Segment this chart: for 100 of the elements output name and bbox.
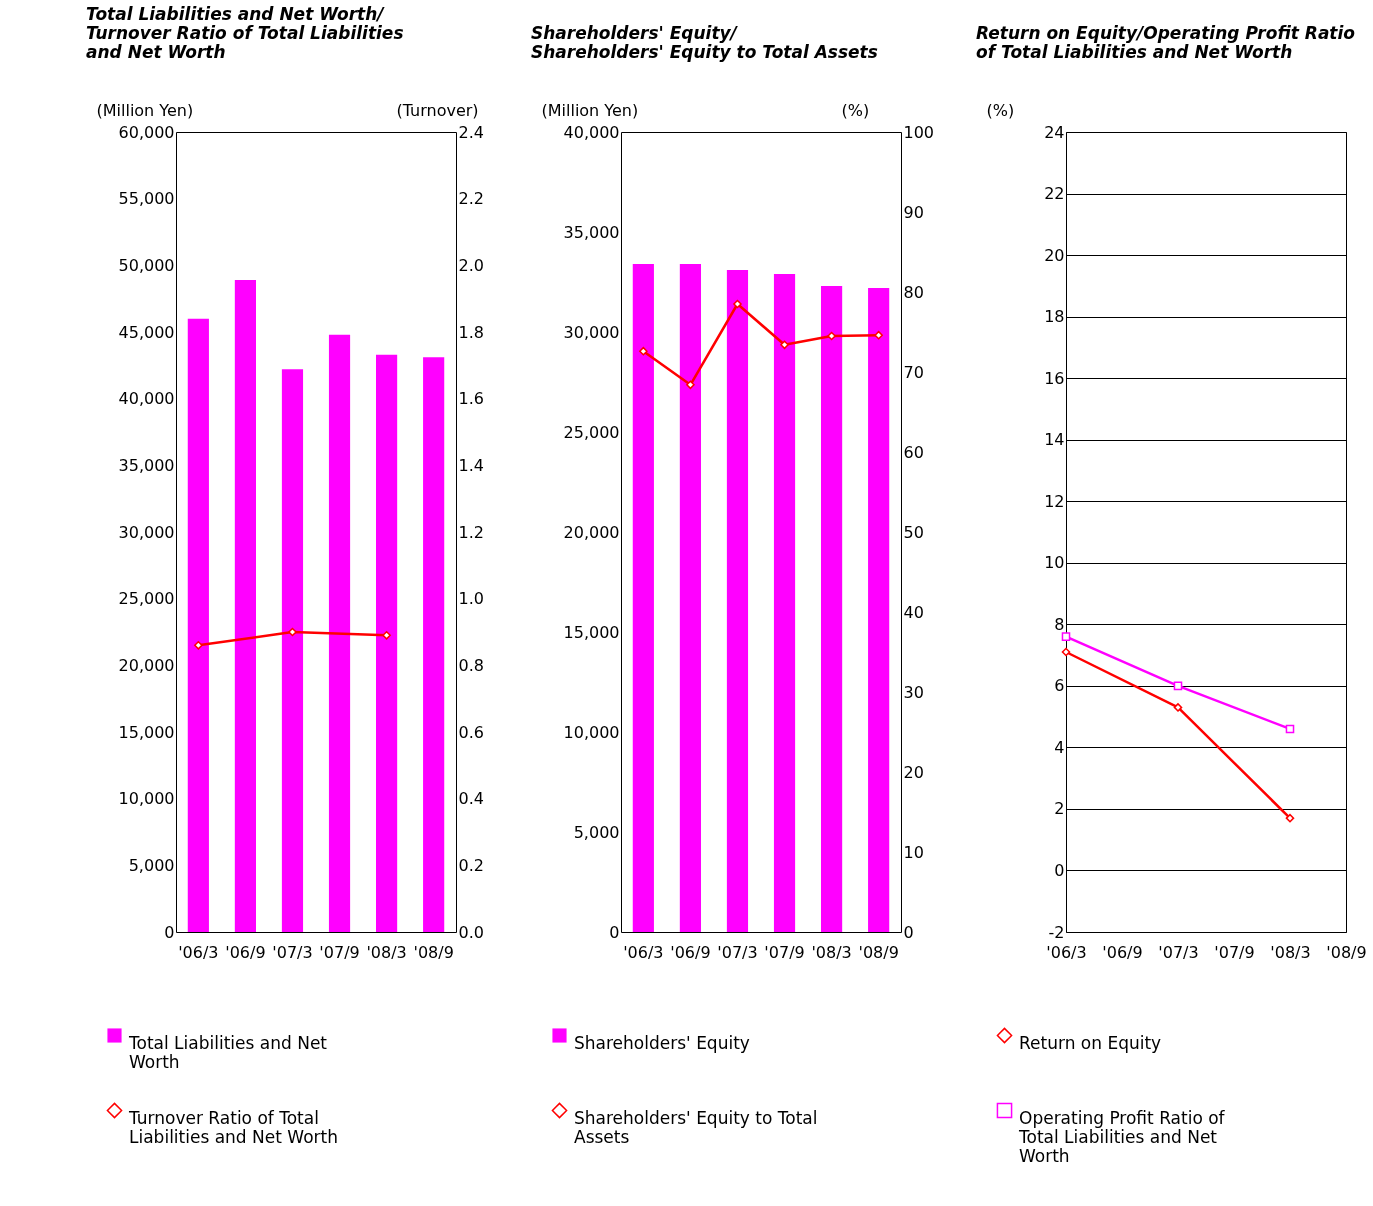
y-tick-label: 55,000	[118, 189, 175, 209]
y-tick-label: 5,000	[573, 822, 620, 842]
bar	[187, 318, 209, 932]
bar	[726, 270, 749, 932]
y2-tick-label: 90	[903, 202, 924, 222]
y2-tick-label: 40	[903, 602, 924, 622]
x-tick-label: '07/3	[272, 942, 313, 962]
y-tick-label: 22	[1044, 184, 1065, 204]
y2-tick-label: 30	[903, 682, 924, 702]
y-tick-label: -2	[1048, 922, 1065, 942]
y-tick-label: 14	[1044, 430, 1065, 450]
y2-tick-label: 20	[903, 762, 924, 782]
bar	[328, 334, 351, 932]
y-tick-label: 4	[1054, 737, 1065, 757]
y-tick-label: 60,000	[118, 122, 175, 142]
y-tick-label: 12	[1044, 491, 1065, 511]
y-tick-label: 24	[1044, 122, 1065, 142]
y-tick-label: 6	[1054, 676, 1065, 696]
chart-title: Total Liabilities and Net Worth/ Turnover Ratio of Total Liabilities and Net Worth	[86, 4, 404, 62]
point	[874, 330, 883, 340]
point	[288, 627, 297, 637]
legend-label: Return on Equity	[1019, 1032, 1162, 1053]
x-tick-label: '08/9	[413, 942, 454, 962]
x-tick-label: '07/9	[1214, 942, 1255, 962]
y2-tick-label: 0.6	[458, 722, 484, 742]
y-tick-label: 30,000	[563, 322, 620, 342]
point	[686, 380, 695, 390]
bar	[423, 357, 445, 932]
chart-title: Return on Equity/Operating Profit Ratio of Total Liabilities and Net Worth	[976, 23, 1356, 62]
x-tick-label: '06/3	[178, 942, 219, 962]
x-tick-label: '06/9	[670, 942, 711, 962]
y2-tick-label: 0.2	[458, 855, 484, 875]
y-tick-label: 35,000	[563, 222, 620, 242]
chart-title: Shareholders' Equity/ Shareholders' Equity to Total Assets	[531, 23, 878, 62]
bar	[868, 288, 890, 932]
y-tick-label: 50,000	[118, 255, 175, 275]
y-tick-label: 0	[609, 922, 620, 942]
y-tick-label: 18	[1044, 307, 1065, 327]
x-tick-label: '06/9	[225, 942, 266, 962]
bar	[632, 264, 654, 932]
y-tick-label: 25,000	[563, 422, 620, 442]
bar	[376, 354, 398, 932]
x-tick-label: '08/3	[811, 942, 852, 962]
y-tick-label: 20,000	[118, 655, 175, 675]
legend-label: Operating Profit Ratio of Total Liabilities and Net Worth	[1018, 1107, 1226, 1166]
x-tick-label: '06/3	[623, 942, 664, 962]
point	[1285, 724, 1295, 734]
y2-tick-label: 1.8	[458, 322, 484, 342]
y-tick-label: 40,000	[118, 389, 175, 409]
y-tick-label: 40,000	[563, 122, 620, 142]
legend-label: Total Liabilities and Net Worth	[128, 1032, 328, 1072]
y-axis-title: (Million Yen)	[541, 100, 639, 120]
y2-tick-label: 2.2	[458, 189, 484, 209]
x-tick-label: '06/9	[1102, 942, 1143, 962]
bar	[234, 280, 256, 932]
y-tick-label: 5,000	[128, 855, 175, 875]
y-tick-label: 8	[1054, 614, 1065, 634]
y-tick-label: 0	[1054, 860, 1065, 880]
x-tick-label: '07/9	[764, 942, 805, 962]
y2-tick-label: 0	[903, 922, 914, 942]
y2-tick-label: 0.8	[458, 655, 484, 675]
legend-label: Shareholders' Equity	[574, 1032, 750, 1053]
y-tick-label: 10,000	[118, 789, 175, 809]
point	[1285, 813, 1295, 823]
y-tick-label: 20,000	[563, 522, 620, 542]
y-axis-title: (Million Yen)	[96, 100, 194, 120]
y-tick-label: 45,000	[118, 322, 175, 342]
point	[1061, 632, 1071, 641]
bar	[773, 274, 796, 932]
x-tick-label: '08/3	[366, 942, 407, 962]
bar	[679, 264, 701, 932]
y2-axis-title: (Turnover)	[396, 100, 479, 120]
point	[1061, 647, 1071, 657]
legend-label: Shareholders' Equity to Total Assets	[574, 1107, 818, 1147]
x-tick-label: '07/3	[1158, 942, 1199, 962]
x-tick-label: '08/9	[1326, 942, 1367, 962]
x-tick-label: '06/3	[1046, 942, 1087, 962]
y-tick-label: 25,000	[118, 589, 175, 609]
y2-tick-label: 0.4	[458, 789, 484, 809]
point	[639, 346, 648, 356]
point	[382, 631, 391, 640]
y-tick-label: 10	[1044, 553, 1065, 573]
legend-label: Turnover Ratio of Total Liabilities and Net Worth	[128, 1107, 338, 1147]
y2-tick-label: 1.6	[458, 389, 484, 409]
point	[194, 641, 203, 650]
x-tick-label: '08/9	[858, 942, 899, 962]
y2-tick-label: 100	[903, 122, 935, 142]
y-tick-label: 15,000	[118, 722, 175, 742]
y-tick-label: 16	[1044, 368, 1065, 388]
point	[1173, 703, 1183, 712]
y-axis-title: (%)	[986, 100, 1015, 120]
y2-tick-label: 70	[903, 362, 924, 382]
x-tick-label: '07/3	[717, 942, 758, 962]
y2-tick-label: 50	[903, 522, 924, 542]
y-tick-label: 10,000	[563, 722, 620, 742]
x-tick-label: '07/9	[319, 942, 360, 962]
y2-tick-label: 2.0	[458, 255, 484, 275]
y2-tick-label: 60	[903, 442, 924, 462]
bar	[821, 286, 843, 932]
point	[733, 299, 742, 309]
